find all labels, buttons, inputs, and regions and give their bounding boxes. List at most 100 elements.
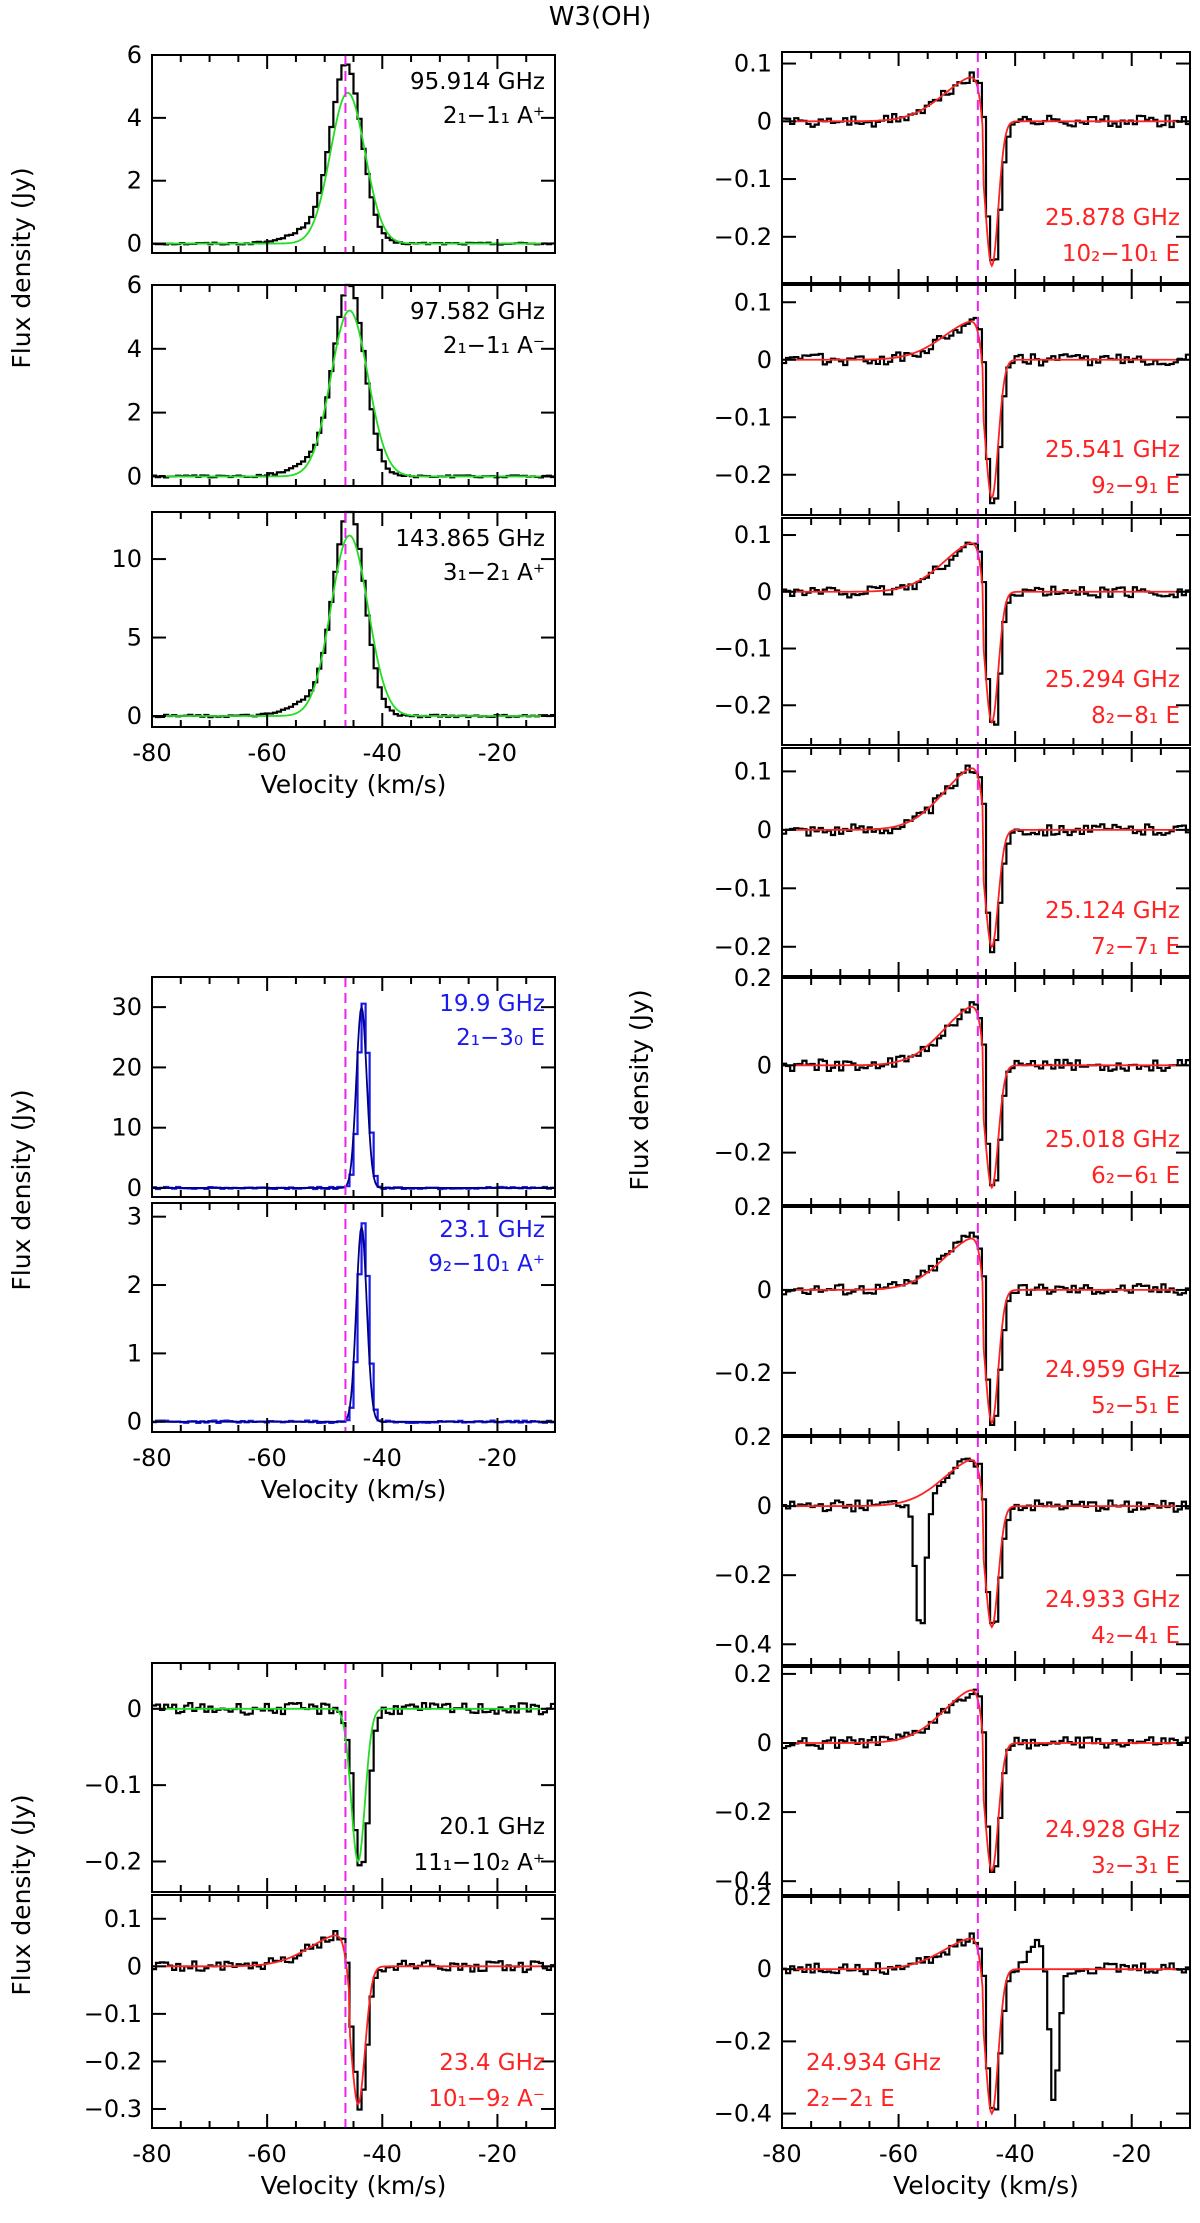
x-tick-label: -60 (248, 2140, 287, 2168)
y-tick-label: 3 (127, 1203, 142, 1231)
transition-label: 4₂−4₁ E (1091, 1623, 1180, 1649)
transition-label: 2₂−2₁ E (806, 2086, 895, 2112)
frequency-label: 25.124 GHz (1045, 898, 1180, 924)
y-tick-label: −0.4 (714, 2100, 772, 2128)
transition-label: 9₂−9₁ E (1091, 473, 1180, 499)
frequency-label: 23.4 GHz (439, 2050, 545, 2076)
panel-R3: 0.1 0 −0.1 −0.2 25.294 GHz 8₂−8₁ E (714, 517, 1191, 746)
panel-L7: -80 -60 -40 -20 Velocity (km/s) 0.1 0 −0.1 −0.2 −… (84, 1894, 556, 2200)
y-tick-label: 0.1 (104, 1905, 142, 1933)
x-tick-label: -40 (996, 2140, 1035, 2168)
y-tick-label: 4 (127, 104, 142, 132)
y-tick-label: 0.2 (734, 1883, 772, 1911)
y-tick-label: 6 (127, 41, 142, 69)
frequency-label: 24.959 GHz (1045, 1357, 1180, 1383)
y-tick-label: 0.1 (734, 50, 772, 78)
observed-spectrum-R3 (782, 541, 1190, 726)
transition-label: 10₂−10₁ E (1062, 241, 1180, 267)
transition-label: 2₁−1₁ A⁺ (443, 103, 545, 129)
y-tick-label: 0 (757, 346, 772, 374)
observed-spectrum-R5 (782, 1001, 1190, 1187)
y-tick-label: −0.1 (714, 403, 772, 431)
x-axis-label: Velocity (km/s) (893, 2171, 1079, 2200)
y-tick-label: 0 (127, 462, 142, 490)
frequency-label: 95.914 GHz (410, 69, 545, 95)
x-tick-label: -40 (363, 1444, 402, 1472)
x-tick-label: -60 (248, 1444, 287, 1472)
y-tick-label: −0.2 (84, 2047, 142, 2075)
frequency-label: 97.582 GHz (410, 299, 545, 325)
frequency-label: 24.933 GHz (1045, 1587, 1180, 1613)
fit-curve-R3 (781, 542, 1189, 725)
x-tick-label: -80 (132, 1444, 171, 1472)
panel-R2: 0.1 0 −0.1 −0.2 25.541 GHz 9₂−9₁ E (714, 284, 1191, 516)
y-tick-label: −0.3 (84, 2095, 142, 2123)
frequency-label: 24.928 GHz (1045, 1817, 1180, 1843)
y-tick-label: −0.2 (714, 933, 772, 961)
y-tick-label: −0.2 (714, 1359, 772, 1387)
y-tick-label: 6 (127, 271, 142, 299)
y-tick-label: 0 (757, 1276, 772, 1304)
figure-title: W3(OH) (548, 2, 652, 32)
panel-L6: 0 −0.1 −0.2 20.1 GHz 11₁−10₂ A⁺ (84, 1662, 556, 1893)
frequency-label: 19.9 GHz (439, 991, 545, 1017)
fit-curve-L2 (152, 309, 554, 478)
y-tick-label: −0.2 (84, 1847, 142, 1875)
fit-curve-R2 (782, 320, 1189, 500)
y-tick-label: 0.1 (734, 521, 772, 549)
transition-label: 3₂−3₁ E (1091, 1853, 1180, 1879)
y-tick-label: −0.2 (714, 1139, 772, 1167)
y-tick-label: −0.4 (714, 1630, 772, 1658)
y-tick-label: 4 (127, 335, 142, 363)
transition-label: 9₂−10₁ A⁺ (428, 1251, 545, 1277)
transition-label: 11₁−10₂ A⁺ (414, 1850, 545, 1876)
transition-label: 8₂−8₁ E (1091, 703, 1180, 729)
fit-curve-R1 (782, 76, 1189, 268)
panel-L4: 0 10 20 30 19.9 GHz 2₁−3₀ E (111, 976, 556, 1202)
panel-L2: 0 2 4 6 97.582 GHz 2₁−1₁ A⁻ (127, 271, 556, 490)
y-tick-label: 30 (111, 993, 142, 1021)
y-tick-label: 2 (127, 167, 142, 195)
y-tick-label: 0.1 (734, 757, 772, 785)
fit-curve-L5 (152, 1226, 554, 1423)
y-tick-label: 5 (127, 624, 142, 652)
panel-R5: 0.2 0 −0.2 25.018 GHz 6₂−6₁ E (714, 964, 1191, 1206)
fit-curve-L3 (152, 534, 554, 717)
y-tick-label: −0.2 (714, 1798, 772, 1826)
y-tick-label: −0.1 (714, 165, 772, 193)
observed-spectrum-R8 (782, 1688, 1190, 1873)
panel-R4: 0.1 0 −0.1 −0.2 25.124 GHz 7₂−7₁ E (714, 747, 1191, 977)
y-tick-label: 0.1 (734, 288, 772, 316)
x-axis-label: Velocity (km/s) (261, 1475, 447, 1504)
x-tick-label: -60 (879, 2140, 918, 2168)
y-tick-label: 2 (127, 1271, 142, 1299)
observed-spectrum-R6 (782, 1231, 1190, 1427)
panel-R1: 0.1 0 −0.1 −0.2 25.878 GHz 10₂−10₁ E (714, 50, 1191, 284)
fit-curve-L6 (152, 1707, 554, 1864)
x-tick-label: -60 (248, 739, 287, 767)
fit-curve-L4 (152, 1003, 554, 1189)
x-axis-label: Velocity (km/s) (261, 2171, 447, 2200)
panel-R9: -80 -60 -40 -20 Velocity (km/s) 0.2 0 −0.2 −0.4 2… (714, 1883, 1191, 2200)
y-tick-label: 0 (127, 702, 142, 730)
y-axis-label-left-mid: Flux density (Jy) (7, 1089, 36, 1290)
fit-curve-R4 (782, 767, 1189, 949)
y-axis-label-left-bottom: Flux density (Jy) (7, 1794, 36, 1995)
y-tick-label: 0.2 (734, 1193, 772, 1221)
frequency-label: 25.541 GHz (1045, 437, 1180, 463)
frequency-label: 25.878 GHz (1045, 205, 1180, 231)
observed-spectrum-L7 (152, 1930, 555, 2111)
x-tick-label: -20 (478, 2140, 517, 2168)
y-tick-label: 0 (757, 816, 772, 844)
panel-L3: -80 -60 -40 -20 Velocity (km/s) 0 5 10 143.865 G… (111, 510, 556, 799)
x-tick-label: -20 (1112, 2140, 1151, 2168)
y-tick-label: −0.2 (714, 1561, 772, 1589)
fit-curve-R9 (782, 1937, 1189, 2116)
y-tick-label: 0 (757, 578, 772, 606)
observed-spectrum-R1 (782, 71, 1190, 262)
transition-label: 2₁−1₁ A⁻ (443, 333, 545, 359)
observed-spectrum-R2 (782, 316, 1190, 505)
y-tick-label: 0.2 (734, 1660, 772, 1688)
y-tick-label: −0.2 (714, 2027, 772, 2055)
x-tick-label: -80 (762, 2140, 801, 2168)
